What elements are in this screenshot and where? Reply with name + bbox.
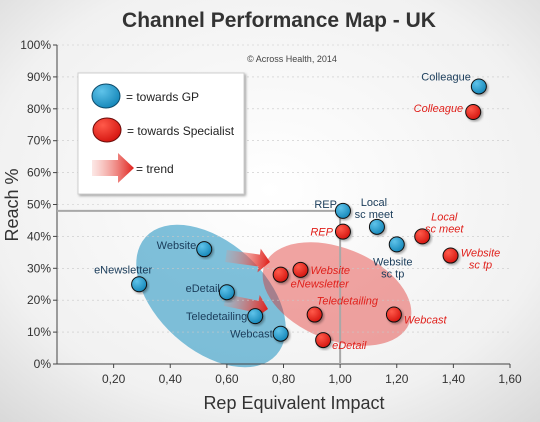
point-gp-website (196, 241, 213, 258)
y-tick-label-2: 20% (27, 293, 51, 307)
point-gp-enewsletter (131, 276, 148, 293)
point-sp-local-sc-meet (414, 228, 431, 245)
point-labels: Colleague REP Local sc meet Website sc tp Webs… (94, 71, 500, 352)
legend-gp-label: = towards GP (126, 90, 199, 104)
y-tick-label-4: 40% (27, 229, 51, 243)
x-tick-label-2: 0,60 (215, 372, 239, 386)
point-gp-colleague (470, 78, 487, 95)
label-sp-teledetailing: Teledetailing (317, 296, 379, 308)
legend-trend-arrow (92, 153, 134, 183)
chart-title: Channel Performance Map - UK (122, 9, 436, 32)
label-sp-rep: REP (310, 227, 333, 239)
x-tick-label-6: 1,40 (442, 372, 466, 386)
point-gp-local-sc-meet (368, 218, 385, 235)
point-sp-website (292, 261, 309, 278)
x-tick-label-1: 0,40 (159, 372, 183, 386)
point-sp-colleague (465, 103, 482, 120)
y-tick-label-9: 90% (27, 70, 51, 84)
y-tick-label-1: 10% (27, 325, 51, 339)
label-gp-webcast: Webcast (230, 329, 273, 341)
y-tick-label-10: 100% (20, 38, 51, 52)
copyright-annotation: © Across Health, 2014 (247, 54, 337, 64)
point-sp-webcast (385, 306, 402, 323)
label-sp-enewsletter: eNewsletter (291, 279, 350, 291)
point-gp-webcast (272, 325, 289, 342)
legend-specialist-marker (92, 117, 122, 143)
label-sp-local-sc-meet: Local sc meet (425, 211, 464, 235)
x-tick-label-5: 1,20 (385, 372, 409, 386)
label-gp-edetail: eDetail (186, 283, 220, 295)
data-points (131, 78, 487, 349)
y-tick-label-6: 60% (27, 166, 51, 180)
label-sp-colleague: Colleague (414, 103, 464, 115)
legend-specialist-label: = towards Specialist (127, 124, 235, 138)
label-gp-rep: REP (314, 199, 337, 211)
y-tick-label-0: 0% (34, 357, 52, 371)
x-axis-title: Rep Equivalent Impact (203, 393, 384, 413)
trend-arrow-website-shape (225, 248, 270, 273)
label-sp-webcast: Webcast (404, 315, 448, 327)
label-gp-enewsletter: eNewsletter (94, 264, 152, 276)
point-gp-teledetailing (247, 308, 264, 325)
legend: = towards GP = towards Specialist = tren… (77, 72, 245, 195)
y-axis-title: Reach % (2, 168, 22, 241)
point-sp-enewsletter (272, 266, 289, 283)
y-tick-label-3: 30% (27, 261, 51, 275)
axes: 0% 10% 20% 30% 40% 50% 60% 70% 80% 90% 100% 0,20 0,4… (20, 38, 522, 386)
x-tick-label-7: 1,60 (498, 372, 522, 386)
trend-arrow-website (225, 248, 270, 273)
legend-gp-marker (91, 83, 121, 109)
y-tick-label-5: 50% (27, 198, 51, 212)
legend-trend-label: = trend (136, 162, 174, 176)
point-gp-edetail (218, 284, 235, 301)
label-gp-website-sc-tp: Website sc tp (373, 256, 413, 280)
x-tick-label-3: 0,80 (272, 372, 296, 386)
label-gp-teledetailing: Teledetailing (186, 311, 247, 323)
point-gp-website-sc-tp (388, 236, 405, 253)
label-gp-website: Website (157, 240, 197, 252)
point-gp-rep (334, 202, 351, 219)
y-tick-label-8: 80% (27, 102, 51, 116)
label-sp-website-sc-tp: Website sc tp (461, 248, 501, 272)
label-sp-website: Website (310, 265, 350, 277)
label-gp-local-sc-meet: Local sc meet (355, 197, 394, 221)
label-sp-edetail: eDetail (332, 340, 367, 352)
x-tick-label-4: 1,00 (328, 372, 352, 386)
point-sp-edetail (315, 332, 332, 349)
label-gp-colleague: Colleague (421, 71, 471, 83)
point-sp-teledetailing (306, 306, 323, 323)
point-sp-website-sc-tp (442, 247, 459, 264)
x-tick-label-0: 0,20 (102, 372, 126, 386)
point-sp-rep (334, 223, 351, 240)
y-tick-label-7: 70% (27, 134, 51, 148)
